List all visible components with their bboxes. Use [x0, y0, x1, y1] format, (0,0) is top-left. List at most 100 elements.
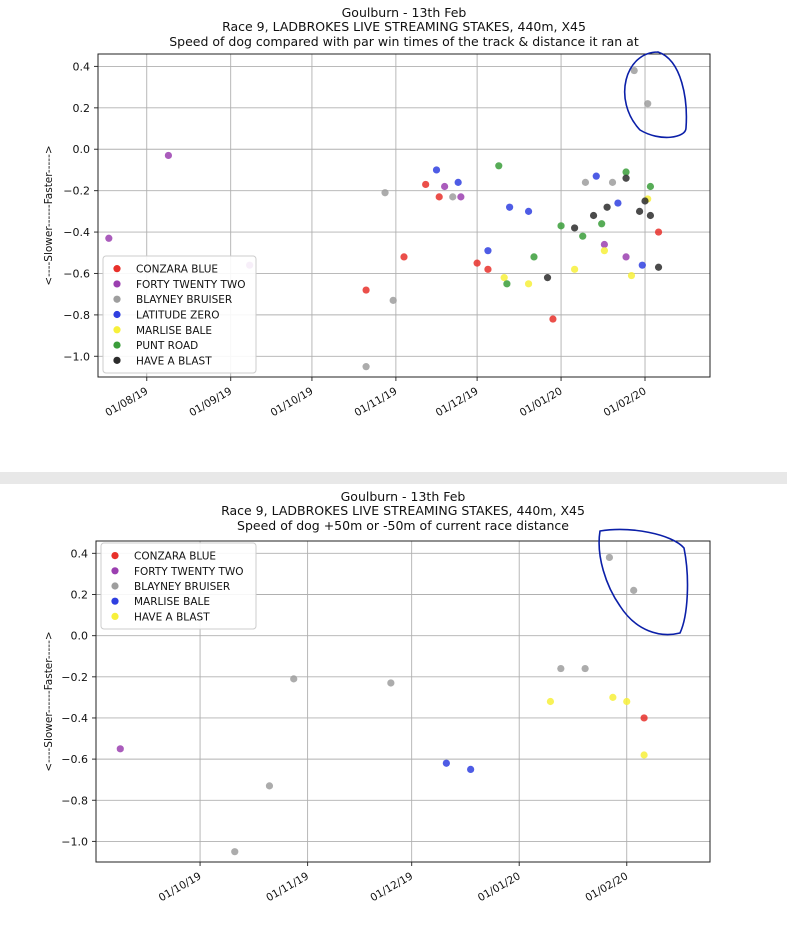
- data-point: [506, 203, 514, 211]
- x-tick-label: 01/01/20: [476, 870, 523, 904]
- data-point: [654, 228, 663, 236]
- data-point: [400, 253, 408, 261]
- data-point: [524, 207, 533, 215]
- x-tick-label: 01/12/19: [368, 870, 415, 904]
- y-tick-label: −0.6: [63, 267, 90, 280]
- data-point: [635, 207, 644, 215]
- data-point: [231, 848, 239, 856]
- y-axis-label: <----Slower------Faster----->: [43, 631, 55, 771]
- data-point: [524, 280, 533, 288]
- data-point: [598, 220, 606, 228]
- y-tick-label: −0.4: [61, 712, 88, 725]
- hand-drawn-circle-annotation: [598, 528, 689, 636]
- legend-marker: [113, 356, 121, 364]
- legend-marker: [113, 280, 121, 288]
- data-point: [546, 697, 555, 706]
- data-point: [592, 172, 600, 180]
- x-tick-label: 01/02/20: [583, 870, 630, 904]
- legend-label: PUNT ROAD: [136, 340, 198, 352]
- legend-marker: [113, 295, 121, 303]
- data-point: [581, 178, 590, 186]
- legend-label: FORTY TWENTY TWO: [134, 566, 244, 578]
- data-point: [614, 199, 622, 207]
- x-tick-label: 01/11/19: [353, 385, 400, 419]
- data-point: [549, 315, 557, 323]
- y-axis-label: <----Slower------Faster----->: [43, 145, 55, 285]
- data-point: [605, 553, 614, 562]
- data-point: [622, 168, 630, 176]
- chart-title-line: Speed of dog +50m or -50m of current rac…: [237, 518, 569, 533]
- data-point: [608, 178, 617, 186]
- data-point: [454, 178, 462, 186]
- data-point: [105, 234, 113, 242]
- data-point: [503, 280, 511, 288]
- data-point: [557, 222, 565, 230]
- data-point: [484, 265, 492, 273]
- data-point: [603, 203, 611, 211]
- data-point: [265, 782, 274, 790]
- legend-marker: [113, 310, 121, 319]
- data-point: [432, 166, 441, 174]
- legend-label: CONZARA BLUE: [134, 551, 216, 563]
- data-point: [623, 697, 631, 706]
- x-tick-label: 01/01/20: [518, 385, 565, 419]
- legend-label: BLAYNEY BRUISER: [134, 581, 230, 593]
- data-point: [467, 765, 475, 774]
- y-tick-label: −1.0: [63, 350, 90, 363]
- y-tick-label: −0.2: [63, 185, 90, 198]
- legend-label: LATITUDE ZERO: [136, 310, 220, 322]
- data-point: [500, 274, 508, 282]
- data-point: [557, 664, 565, 673]
- legend-marker: [111, 597, 119, 605]
- y-tick-label: 0.0: [73, 143, 91, 156]
- legend-marker: [111, 567, 119, 575]
- panel-separator: [0, 472, 787, 484]
- data-point: [389, 296, 397, 304]
- data-point: [630, 66, 638, 75]
- data-point: [646, 211, 655, 220]
- chart-title-line: Race 9, LADBROKES LIVE STREAMING STAKES,…: [221, 503, 585, 518]
- legend-label: MARLISE BALE: [134, 596, 210, 608]
- plot-frame: [97, 53, 711, 378]
- data-point: [457, 193, 465, 201]
- data-point: [484, 247, 492, 255]
- legend-label: FORTY TWENTY TWO: [136, 279, 246, 291]
- data-point: [442, 759, 450, 767]
- data-point: [543, 274, 552, 282]
- legend-label: BLAYNEY BRUISER: [136, 294, 232, 306]
- y-tick-label: −0.8: [61, 794, 88, 807]
- data-point: [589, 211, 598, 220]
- data-point: [449, 193, 457, 201]
- chart-title-line: Race 9, LADBROKES LIVE STREAMING STAKES,…: [222, 19, 586, 34]
- data-point: [362, 286, 370, 294]
- chart-top: Goulburn - 13th Feb Race 9, LADBROKES LIV…: [0, 0, 787, 462]
- data-point: [571, 265, 579, 273]
- data-point: [381, 189, 389, 197]
- data-point: [387, 679, 395, 687]
- legend-marker: [111, 612, 119, 620]
- data-point: [600, 247, 608, 255]
- data-point: [530, 253, 538, 261]
- data-point: [362, 363, 370, 371]
- chart-title-line: Goulburn - 13th Feb: [341, 489, 466, 504]
- data-point: [640, 714, 648, 722]
- hand-drawn-circle-annotation: [624, 51, 688, 139]
- chart-title-line: Speed of dog compared with par win times…: [169, 34, 639, 49]
- data-point: [435, 193, 443, 201]
- data-point: [422, 180, 430, 189]
- legend-marker: [113, 341, 121, 349]
- data-point: [441, 182, 449, 191]
- data-point: [644, 100, 652, 108]
- legend-box: [100, 542, 257, 630]
- legend-marker: [113, 265, 121, 273]
- data-point: [609, 693, 617, 701]
- y-tick-label: 0.2: [73, 102, 91, 115]
- x-tick-label: 01/02/20: [602, 385, 649, 419]
- y-tick-label: 0.2: [71, 589, 89, 602]
- y-tick-label: −0.6: [61, 753, 88, 766]
- data-point: [654, 263, 663, 271]
- data-point: [495, 162, 503, 170]
- data-point: [622, 174, 630, 182]
